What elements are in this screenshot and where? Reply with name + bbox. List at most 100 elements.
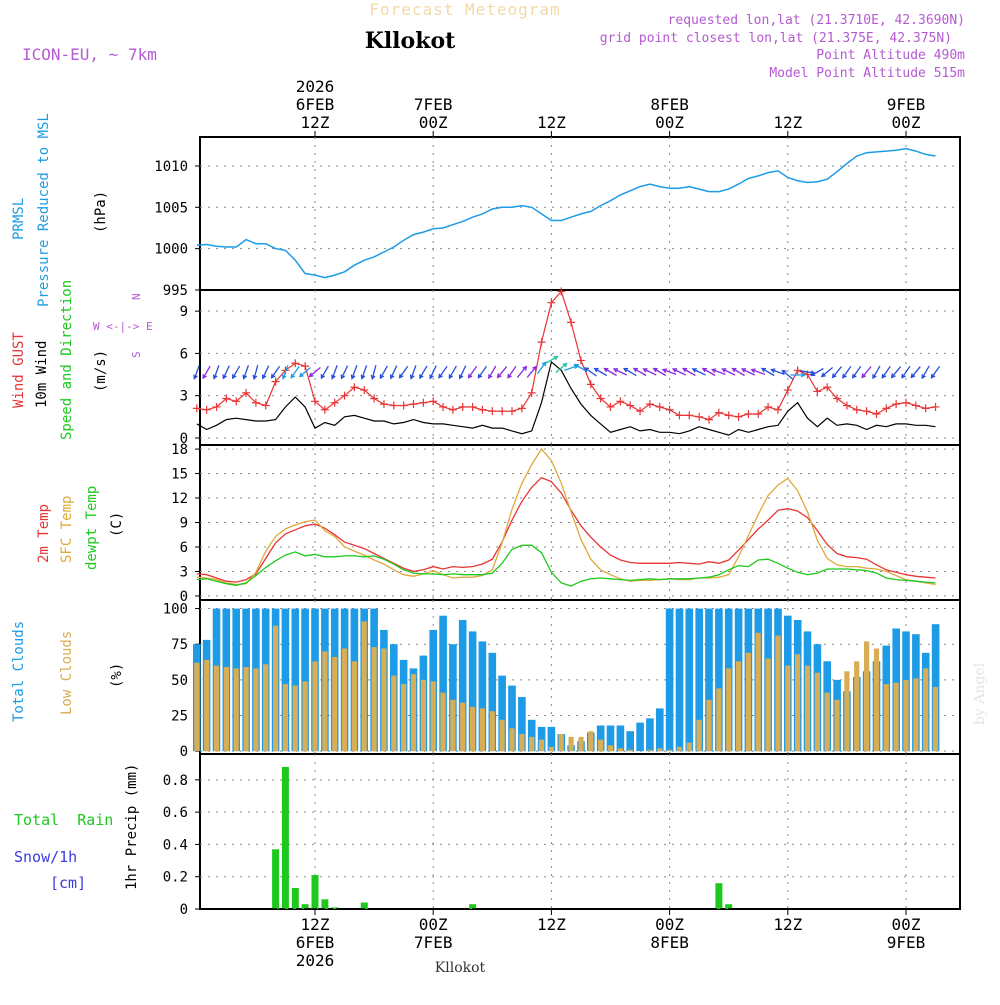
gust-point [242, 388, 251, 397]
gust-point [311, 397, 319, 406]
gust-point [517, 404, 526, 413]
low-clouds-bar [243, 667, 249, 752]
ytick-label: 9 [180, 304, 188, 320]
wind-direction-arrow [252, 365, 259, 381]
low-clouds-bar [223, 667, 229, 752]
wind-direction-arrow [930, 365, 941, 379]
wind-direction-arrow [701, 367, 716, 377]
wind-direction-arrow [901, 365, 911, 379]
gust-point [655, 402, 664, 411]
gust-point [744, 410, 753, 418]
ytick-label: 0 [180, 431, 188, 447]
clouds-side-labels: Total Clouds Low Clouds (%) [11, 621, 125, 722]
wind-direction-arrow [409, 365, 417, 380]
low-clouds-bar [913, 678, 919, 752]
wind-direction-arrow [526, 365, 538, 378]
gust-point [458, 402, 467, 411]
wind-direction-arrow [555, 362, 568, 373]
wind-direction-arrow [458, 365, 467, 380]
low-clouds-bar [932, 687, 939, 752]
ytick-label: 100 [163, 602, 188, 618]
top-time-label: 9FEB [887, 95, 926, 114]
wind-direction-arrow [261, 365, 270, 380]
gust-point [754, 410, 763, 418]
ytick-label: 0.8 [163, 773, 188, 789]
low-clouds-bar [371, 647, 377, 752]
wind-direction-arrow [810, 367, 824, 377]
wind-label-10m: 10m Wind [34, 341, 50, 408]
top-time-label: 6FEB [296, 95, 335, 114]
low-clouds-bar [696, 719, 702, 752]
low-clouds-bar [470, 706, 476, 752]
ytick-label: 75 [171, 637, 188, 653]
total-clouds-bar [527, 719, 536, 752]
ytick-label: 3 [180, 564, 188, 580]
gust-point [734, 412, 743, 421]
low-clouds-bar [194, 662, 200, 752]
temperature-panel: 0 3 6 9 12 15 18 [171, 442, 961, 605]
wind-direction-arrow [682, 367, 696, 377]
ytick-label: 50 [171, 673, 188, 689]
pressure-unit: (hPa) [93, 191, 109, 233]
gust-point [911, 401, 920, 410]
low-clouds-bar [253, 668, 259, 752]
low-clouds-bar [854, 661, 860, 752]
low-clouds-bar [312, 661, 318, 752]
low-clouds-bar [519, 734, 525, 752]
wind-direction-arrow [910, 366, 921, 379]
wind-direction-arrow [536, 361, 547, 375]
low-clouds-bar [341, 648, 348, 752]
gust-point [537, 338, 546, 347]
gust-point [586, 380, 595, 389]
gust-point [340, 391, 349, 400]
rain-bar [331, 907, 339, 909]
total-clouds-bar [449, 644, 457, 752]
bottom-time-label: 6FEB [296, 933, 335, 952]
low-clouds-bar [834, 699, 840, 752]
gust-point [567, 318, 576, 327]
low-clouds-bar [440, 692, 446, 752]
ytick-label: 0.4 [163, 837, 188, 853]
clouds-unit: (%) [109, 663, 125, 688]
total-clouds-bar [626, 731, 634, 752]
gridpoint-coords: grid point closest lon,lat (21.375E, 42.… [600, 31, 952, 46]
total-clouds-bar [468, 631, 477, 752]
low-clouds-bar [430, 681, 436, 752]
pressure-label-long: Pressure Reduced to MSL [36, 113, 52, 307]
clouds-panel: 0 25 50 75 100 [163, 599, 961, 760]
wind-direction-arrow [340, 365, 349, 380]
low-clouds-bar [410, 674, 417, 752]
top-time-label: 12Z [537, 113, 566, 132]
wind-direction-arrow [398, 365, 409, 379]
total-clouds-bar [646, 718, 654, 752]
gust-point [862, 407, 871, 416]
rain-bar [301, 904, 309, 909]
low-clouds-bar [233, 668, 239, 752]
total-clouds-bar [616, 725, 625, 752]
gust-point [606, 402, 615, 411]
temp-label-sfc: SFC Temp [59, 496, 75, 563]
wind-direction-arrow [622, 367, 637, 377]
low-clouds-bar [568, 736, 574, 752]
total-clouds-bar [518, 697, 526, 752]
low-clouds-bar [873, 648, 880, 752]
low-clouds-bar [676, 746, 683, 752]
wind-direction-arrow [671, 368, 687, 376]
gust-point [872, 410, 881, 418]
temp-label-dewpt: dewpt Temp [84, 486, 100, 570]
gust-point [330, 398, 339, 407]
low-clouds-bar [322, 651, 328, 752]
rain-bar [281, 766, 289, 909]
ytick-label: 25 [171, 709, 188, 725]
wind-direction-arrow [350, 365, 358, 380]
wind-direction-arrow [438, 365, 448, 379]
wind-direction-arrow [603, 367, 617, 377]
wind-direction-arrow [770, 368, 785, 376]
low-clouds-bar [381, 648, 387, 752]
gust-point [261, 401, 270, 410]
precip-label-cm: [cm] [50, 874, 86, 892]
wind-direction-arrow [202, 365, 211, 380]
top-time-label: 8FEB [650, 95, 689, 114]
ytick-label: 0 [180, 744, 188, 760]
wind-series-line [196, 360, 936, 436]
